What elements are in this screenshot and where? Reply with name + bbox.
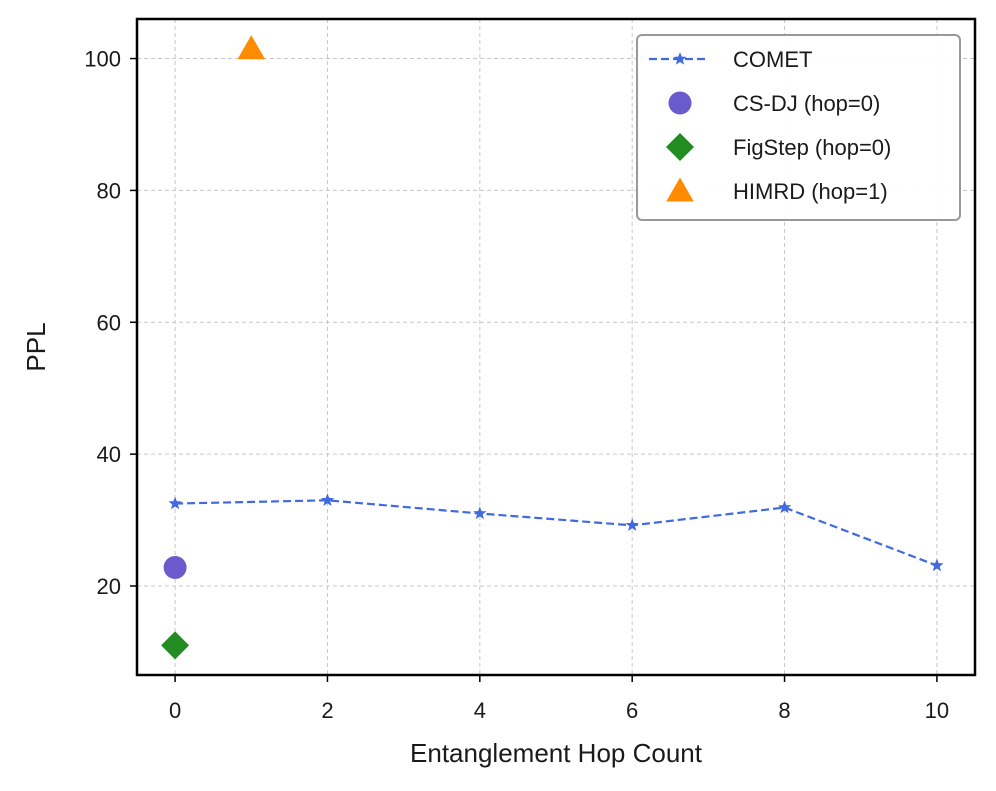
plot-series [161,35,944,660]
series-line [175,499,938,567]
x-tick-label: 8 [778,698,790,723]
y-tick-label: 80 [97,178,121,203]
y-tick-label: 20 [97,574,121,599]
y-tick-label: 40 [97,442,121,467]
axis-ticks: 0 2 4 6 8 10 20 40 60 80 100 [84,47,949,723]
y-tick-label: 100 [84,47,121,72]
legend-marker [666,133,694,161]
data-point [473,506,487,520]
data-point [161,631,190,660]
legend-label: COMET [733,47,812,72]
legend-marker [673,52,687,65]
legend-label: HIMRD (hop=1) [733,179,888,204]
data-point [625,518,639,531]
x-tick-label: 4 [474,698,486,723]
legend: COMET CS-DJ (hop=0) FigStep (hop=0) HIMRD (… [636,34,961,221]
plot-frame [135,17,977,677]
data-point [163,556,187,580]
x-tick-label: 6 [626,698,638,723]
legend-marker [666,177,694,202]
legend-box [636,34,961,221]
data-point [930,558,944,572]
x-tick-label: 2 [321,698,333,723]
data-point [168,496,182,510]
y-tick-label: 60 [97,310,121,335]
data-point [777,500,792,514]
legend-marker [668,91,692,115]
legend-label: CS-DJ (hop=0) [733,91,880,116]
data-point [237,35,266,60]
legend-label: FigStep (hop=0) [733,135,891,160]
x-axis-title: Entanglement Hop Count [410,738,703,768]
x-tick-label: 10 [925,698,949,723]
x-tick-label: 0 [169,698,181,723]
data-point [320,493,335,506]
y-axis-title: PPL [21,322,51,371]
